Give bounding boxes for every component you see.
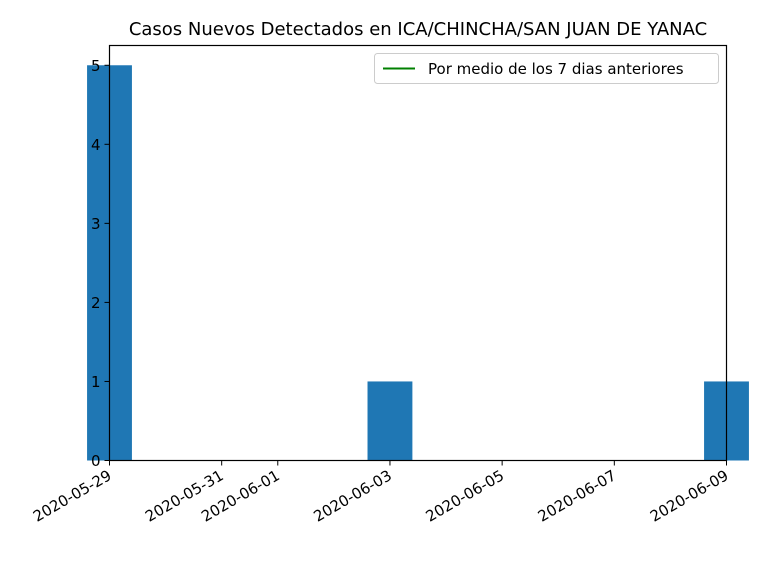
y-tick-label-4: 4 bbox=[91, 136, 101, 154]
y-axis: 0 1 2 3 4 5 bbox=[91, 57, 110, 470]
y-tick-label-0: 0 bbox=[91, 452, 101, 470]
y-tick-label-5: 5 bbox=[91, 57, 101, 75]
legend-box bbox=[374, 53, 719, 84]
x-tick-label-2020-06-03: 2020-06-03 bbox=[310, 466, 395, 525]
x-tick-label-2020-06-07: 2020-06-07 bbox=[535, 466, 620, 525]
legend-label: Por medio de los 7 dias anteriores bbox=[428, 60, 684, 78]
bars-group bbox=[87, 65, 749, 461]
x-tick-label-2020-05-29: 2020-05-29 bbox=[30, 466, 115, 525]
x-tick-label-2020-06-09: 2020-06-09 bbox=[647, 466, 732, 525]
bar-2020-06-03 bbox=[367, 381, 413, 461]
chart-title: Casos Nuevos Detectados en ICA/CHINCHA/S… bbox=[129, 19, 707, 40]
plot-frame bbox=[108, 44, 728, 462]
x-tick-label-2020-06-05: 2020-06-05 bbox=[423, 466, 508, 525]
y-tick-label-1: 1 bbox=[91, 373, 101, 391]
y-tick-label-2: 2 bbox=[91, 294, 101, 312]
legend: Por medio de los 7 dias anteriores bbox=[374, 53, 719, 84]
y-tick-label-3: 3 bbox=[91, 215, 101, 233]
